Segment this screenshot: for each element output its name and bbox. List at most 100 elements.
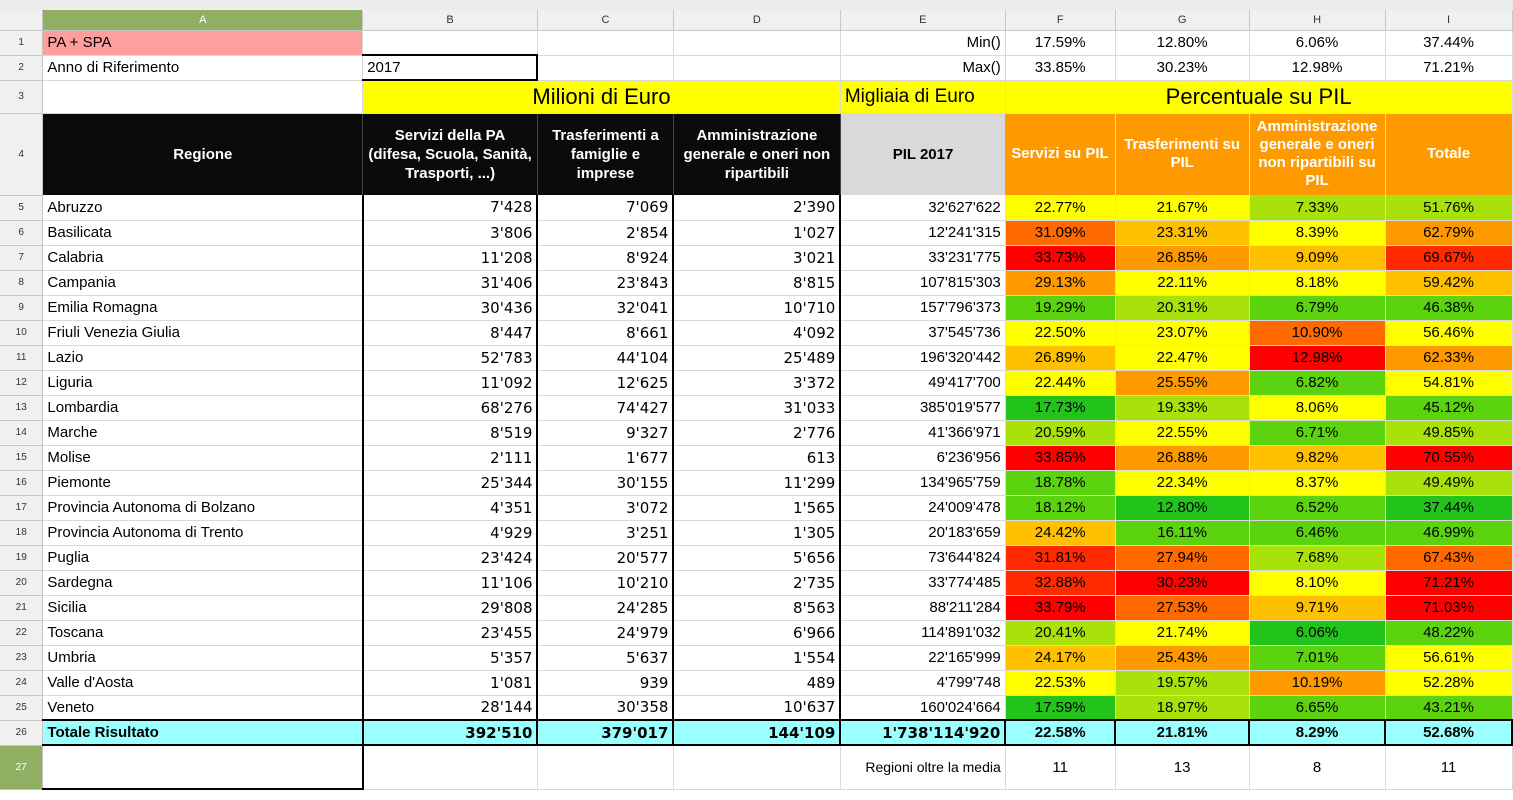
row-header[interactable]: 25 — [0, 695, 44, 721]
cell-h2[interactable]: 12.98% — [1249, 55, 1386, 81]
row-header[interactable]: 24 — [0, 670, 44, 696]
cell-e19[interactable]: 73'644'824 — [840, 545, 1006, 571]
cell-f10[interactable]: 22.50% — [1005, 320, 1116, 346]
row-header[interactable]: 16 — [0, 470, 44, 496]
cell-c8[interactable]: 23'843 — [537, 270, 675, 296]
cell-c7[interactable]: 8'924 — [537, 245, 675, 271]
cell-f12[interactable]: 22.44% — [1005, 370, 1116, 396]
cell-g21[interactable]: 27.53% — [1115, 595, 1250, 621]
region-name-cell[interactable]: Sardegna — [42, 570, 364, 596]
cell-g23[interactable]: 25.43% — [1115, 645, 1250, 671]
totale-cell-e[interactable]: 1'738'114'920 — [840, 719, 1007, 746]
column-header-i[interactable]: I — [1385, 10, 1513, 31]
header-trasferimenti-pil[interactable]: Trasferimenti su PIL — [1115, 113, 1250, 195]
cell-e22[interactable]: 114'891'032 — [840, 620, 1006, 646]
region-name-cell[interactable]: Toscana — [42, 620, 364, 646]
cell-e23[interactable]: 22'165'999 — [840, 645, 1006, 671]
header-totale[interactable]: Totale — [1385, 113, 1513, 195]
cell-f20[interactable]: 32.88% — [1005, 570, 1116, 596]
cell-c12[interactable]: 12'625 — [537, 370, 675, 396]
region-name-cell[interactable]: Piemonte — [42, 470, 364, 496]
cell-d20[interactable]: 2'735 — [673, 570, 842, 596]
cell-f6[interactable]: 31.09% — [1005, 220, 1116, 246]
row-header-2[interactable]: 2 — [0, 55, 44, 81]
cell-c6[interactable]: 2'854 — [537, 220, 675, 246]
cell-b9[interactable]: 30'436 — [361, 295, 539, 321]
row-header-3[interactable]: 3 — [0, 80, 44, 114]
row-header[interactable]: 17 — [0, 495, 44, 521]
cell-d17[interactable]: 1'565 — [673, 495, 842, 521]
column-header-a[interactable]: A — [42, 10, 364, 31]
cell-i13[interactable]: 45.12% — [1385, 395, 1513, 421]
cell-b1[interactable] — [362, 30, 538, 56]
cell-i1[interactable]: 37.44% — [1385, 30, 1513, 56]
row-header[interactable]: 13 — [0, 395, 44, 421]
cell-d16[interactable]: 11'299 — [673, 470, 842, 496]
cell-e10[interactable]: 37'545'736 — [840, 320, 1006, 346]
cell-c11[interactable]: 44'104 — [537, 345, 675, 371]
cell-b7[interactable]: 11'208 — [361, 245, 539, 271]
cell-b12[interactable]: 11'092 — [361, 370, 539, 396]
cell-h5[interactable]: 7.33% — [1249, 195, 1386, 221]
cell-c21[interactable]: 24'285 — [537, 595, 675, 621]
cell-c23[interactable]: 5'637 — [537, 645, 675, 671]
region-name-cell[interactable]: Provincia Autonoma di Bolzano — [42, 495, 364, 521]
cell-d2[interactable] — [673, 55, 841, 81]
region-name-cell[interactable]: Basilicata — [42, 220, 364, 246]
cell-b14[interactable]: 8'519 — [361, 420, 539, 446]
header-amministrazione[interactable]: Amministrazione generale e oneri non rip… — [673, 113, 841, 195]
cell-h16[interactable]: 8.37% — [1249, 470, 1386, 496]
region-name-cell[interactable]: Calabria — [42, 245, 364, 271]
cell-d25[interactable]: 10'637 — [673, 695, 842, 721]
cell-f9[interactable]: 19.29% — [1005, 295, 1116, 321]
cell-i25[interactable]: 43.21% — [1385, 695, 1513, 721]
cell-i2[interactable]: 71.21% — [1385, 55, 1513, 81]
row-header[interactable]: 23 — [0, 645, 44, 671]
row-header[interactable]: 19 — [0, 545, 44, 571]
cell-i7[interactable]: 69.67% — [1385, 245, 1513, 271]
cell-e18[interactable]: 20'183'659 — [840, 520, 1006, 546]
cell-e9[interactable]: 157'796'373 — [840, 295, 1006, 321]
cell-d12[interactable]: 3'372 — [673, 370, 842, 396]
cell-i11[interactable]: 62.33% — [1385, 345, 1513, 371]
cell-i21[interactable]: 71.03% — [1385, 595, 1513, 621]
cell-e17[interactable]: 24'009'478 — [840, 495, 1006, 521]
cell-c5[interactable]: 7'069 — [537, 195, 675, 221]
cell-d22[interactable]: 6'966 — [673, 620, 842, 646]
cell-b17[interactable]: 4'351 — [361, 495, 539, 521]
cell-e2[interactable]: Max() — [840, 55, 1006, 81]
cell-e1[interactable]: Min() — [840, 30, 1006, 56]
cell-d6[interactable]: 1'027 — [673, 220, 842, 246]
cell-g22[interactable]: 21.74% — [1115, 620, 1250, 646]
cell-h22[interactable]: 6.06% — [1249, 620, 1386, 646]
cell-h11[interactable]: 12.98% — [1249, 345, 1386, 371]
region-name-cell[interactable]: Sicilia — [42, 595, 364, 621]
cell-b15[interactable]: 2'111 — [361, 445, 539, 471]
cell-d14[interactable]: 2'776 — [673, 420, 842, 446]
cell-g15[interactable]: 26.88% — [1115, 445, 1250, 471]
migliaia-di-euro-header[interactable]: Migliaia di Euro — [840, 80, 1006, 114]
cell-e24[interactable]: 4'799'748 — [840, 670, 1006, 696]
cell-g5[interactable]: 21.67% — [1115, 195, 1250, 221]
cell-f24[interactable]: 22.53% — [1005, 670, 1116, 696]
cell-i12[interactable]: 54.81% — [1385, 370, 1513, 396]
region-name-cell[interactable]: Campania — [42, 270, 364, 296]
totale-cell-b[interactable]: 392'510 — [362, 719, 539, 746]
cell-g8[interactable]: 22.11% — [1115, 270, 1250, 296]
region-name-cell[interactable]: Umbria — [42, 645, 364, 671]
cell-e12[interactable]: 49'417'700 — [840, 370, 1006, 396]
header-servizi-pil[interactable]: Servizi su PIL — [1005, 113, 1116, 195]
cell-h27[interactable]: 8 — [1249, 745, 1386, 790]
cell-i9[interactable]: 46.38% — [1385, 295, 1513, 321]
regioni-oltre-media-label[interactable]: Regioni oltre la media — [840, 745, 1006, 790]
percentuale-su-pil-header[interactable]: Percentuale su PIL — [1005, 80, 1513, 114]
cell-d27[interactable] — [673, 745, 841, 790]
totale-cell-d[interactable]: 144'109 — [673, 719, 842, 746]
cell-h8[interactable]: 8.18% — [1249, 270, 1386, 296]
cell-f15[interactable]: 33.85% — [1005, 445, 1116, 471]
cell-b20[interactable]: 11'106 — [361, 570, 539, 596]
row-header[interactable]: 15 — [0, 445, 44, 471]
cell-a27[interactable] — [42, 745, 364, 790]
row-header-4[interactable]: 4 — [0, 113, 44, 196]
